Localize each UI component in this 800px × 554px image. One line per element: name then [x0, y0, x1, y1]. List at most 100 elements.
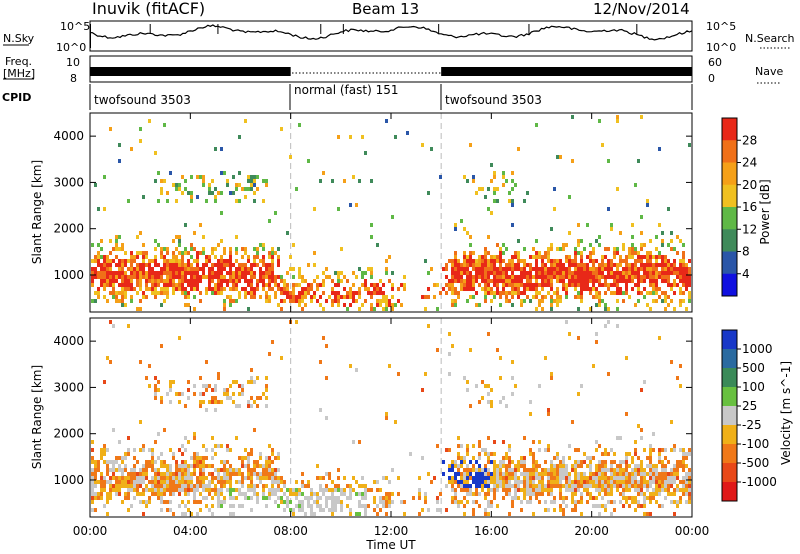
power-cell — [166, 283, 169, 287]
power-cell — [487, 291, 490, 295]
velocity-cell — [484, 484, 487, 488]
velocity-cell — [598, 504, 601, 508]
power-cell — [547, 271, 550, 275]
power-cell — [532, 295, 535, 299]
velocity-cell — [490, 488, 493, 492]
power-cell — [541, 307, 544, 311]
power-cell — [547, 283, 550, 287]
power-cell — [601, 283, 604, 287]
power-cell — [661, 239, 664, 243]
power-cell — [151, 291, 154, 295]
power-cell — [127, 283, 130, 287]
velocity-cell — [232, 380, 235, 384]
colorbar-tick-label: 25 — [742, 399, 757, 413]
power-cell — [544, 295, 547, 299]
power-cell — [550, 299, 553, 303]
velocity-cell — [247, 400, 250, 404]
velocity-cell — [424, 500, 427, 504]
velocity-cell — [217, 492, 220, 496]
velocity-cell — [676, 376, 679, 380]
colorbar-tick-label: 28 — [742, 133, 757, 147]
velocity-cell — [238, 468, 241, 472]
velocity-cell — [289, 488, 292, 492]
power-cell — [199, 223, 202, 227]
power-cell — [400, 283, 403, 287]
colorbar-swatch — [722, 273, 737, 297]
power-cell — [643, 275, 646, 279]
velocity-cell — [649, 460, 652, 464]
velocity-cell — [664, 448, 667, 452]
power-cell — [463, 255, 466, 259]
power-cell — [172, 275, 175, 279]
velocity-cell — [229, 496, 232, 500]
velocity-cell — [541, 468, 544, 472]
power-cell — [529, 299, 532, 303]
power-cell — [136, 251, 139, 255]
power-cell — [139, 299, 142, 303]
velocity-cell — [277, 496, 280, 500]
power-cell — [487, 259, 490, 263]
power-cell — [514, 279, 517, 283]
velocity-cell — [160, 472, 163, 476]
power-cell — [118, 299, 121, 303]
power-cell — [511, 291, 514, 295]
velocity-cell — [484, 512, 487, 516]
power-cell — [382, 283, 385, 287]
velocity-cell — [670, 476, 673, 480]
power-cell — [100, 239, 103, 243]
power-cell — [637, 251, 640, 255]
velocity-cell — [307, 500, 310, 504]
velocity-cell — [655, 464, 658, 468]
velocity-cell — [484, 476, 487, 480]
power-cell — [220, 271, 223, 275]
velocity-cell — [172, 488, 175, 492]
power-cell — [256, 187, 259, 191]
velocity-cell — [580, 492, 583, 496]
velocity-cell — [94, 460, 97, 464]
power-cell — [535, 271, 538, 275]
velocity-cell — [172, 456, 175, 460]
velocity-cell — [469, 468, 472, 472]
velocity-cell — [448, 464, 451, 468]
velocity-cell — [655, 500, 658, 504]
power-cell — [646, 291, 649, 295]
velocity-cell — [565, 504, 568, 508]
power-cell — [490, 179, 493, 183]
velocity-cell — [211, 396, 214, 400]
power-cell — [625, 255, 628, 259]
power-cell — [163, 279, 166, 283]
power-cell — [685, 275, 688, 279]
velocity-cell — [322, 508, 325, 512]
velocity-cell — [652, 464, 655, 468]
velocity-cell — [454, 500, 457, 504]
velocity-cell — [535, 460, 538, 464]
velocity-cell — [547, 508, 550, 512]
power-cell — [625, 275, 628, 279]
colorbar-tick-label: -25 — [742, 418, 762, 432]
velocity-cell — [574, 508, 577, 512]
nave-tick-bottom: 0 — [708, 72, 715, 85]
velocity-cell — [610, 472, 613, 476]
power-cell — [178, 183, 181, 187]
velocity-cell — [361, 496, 364, 500]
power-cell — [577, 251, 580, 255]
power-cell — [166, 199, 169, 203]
velocity-cell — [247, 460, 250, 464]
velocity-cell — [190, 488, 193, 492]
velocity-cell — [247, 472, 250, 476]
velocity-cell — [661, 460, 664, 464]
power-cell — [223, 303, 226, 307]
velocity-cell — [475, 472, 478, 476]
power-cell — [175, 275, 178, 279]
velocity-cell — [151, 464, 154, 468]
power-cell — [490, 291, 493, 295]
velocity-cell — [625, 452, 628, 456]
velocity-cell — [607, 320, 610, 324]
velocity-cell — [421, 456, 424, 460]
velocity-cell — [310, 508, 313, 512]
power-cell — [97, 207, 100, 211]
velocity-cell — [91, 468, 94, 472]
velocity-cell — [439, 492, 442, 496]
power-cell — [145, 275, 148, 279]
velocity-cell — [139, 500, 142, 504]
